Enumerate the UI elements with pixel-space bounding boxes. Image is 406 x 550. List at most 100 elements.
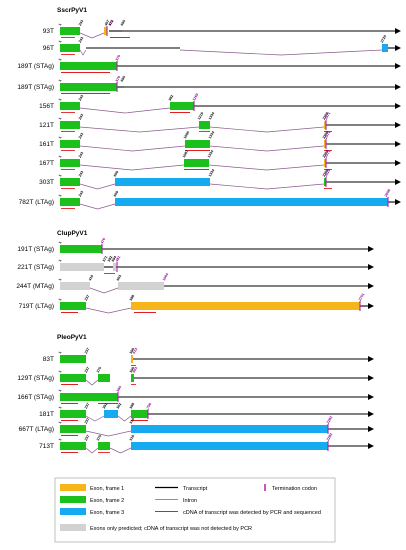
position-number: 243 bbox=[78, 132, 84, 139]
transcript-label: 129T (STAg) bbox=[17, 375, 54, 382]
transcript-label: 782T (LTAg) bbox=[19, 199, 54, 206]
position-number: 1 bbox=[58, 194, 62, 198]
exon-g bbox=[60, 121, 80, 129]
position-number: 1 bbox=[58, 98, 62, 102]
position-number: 2751 bbox=[358, 293, 365, 302]
position-number: 237 bbox=[84, 294, 90, 301]
position-number: 2309 bbox=[322, 131, 329, 140]
exon-b bbox=[104, 410, 118, 418]
transcript-label: 121T bbox=[39, 122, 54, 129]
position-number: 481 bbox=[115, 255, 121, 262]
exon-g bbox=[60, 410, 86, 418]
position-number: 415 bbox=[108, 19, 114, 26]
position-number: 2624 bbox=[324, 169, 331, 178]
exon-pr bbox=[118, 282, 164, 290]
position-number: 595 bbox=[116, 385, 122, 392]
position-number: 2658 bbox=[384, 189, 391, 198]
transcript-label: 189T (STAg) bbox=[17, 84, 54, 91]
position-number: 510 bbox=[129, 434, 135, 441]
intron bbox=[85, 447, 99, 454]
intron bbox=[79, 126, 200, 133]
position-number: 375 bbox=[96, 434, 102, 441]
intron bbox=[179, 49, 383, 56]
transcript-label: 667T (LTAg) bbox=[19, 426, 54, 433]
position-number: 590 bbox=[129, 347, 135, 354]
position-number: 2571 bbox=[324, 112, 331, 121]
position-number: 243 bbox=[78, 151, 84, 158]
exon-o bbox=[324, 121, 326, 129]
intron bbox=[85, 379, 99, 386]
transcript-label: 719T (LTAg) bbox=[19, 303, 54, 310]
intron bbox=[79, 164, 185, 171]
legend-swatch-predicted bbox=[60, 524, 86, 531]
position-number: 510 bbox=[129, 417, 135, 424]
position-number: 1169 bbox=[192, 93, 199, 102]
position-number: 1 bbox=[58, 351, 62, 355]
transcript-row: 96T 1 243 2720 bbox=[43, 35, 401, 56]
exon-g bbox=[60, 245, 102, 253]
exon-b bbox=[115, 178, 210, 186]
intron bbox=[209, 145, 325, 152]
exon-g bbox=[184, 159, 209, 167]
position-number: 237 bbox=[84, 402, 90, 409]
transcript-row: 166T (STAg) 1 595 bbox=[17, 385, 374, 404]
exon-g bbox=[98, 374, 110, 382]
position-number: 609 bbox=[113, 170, 119, 177]
position-number: 1 bbox=[58, 23, 62, 27]
exon-g bbox=[60, 302, 86, 310]
position-number: 756 bbox=[146, 402, 152, 409]
position-number: 1 bbox=[58, 40, 62, 44]
position-number: 1 bbox=[58, 136, 62, 140]
position-number: 1 bbox=[58, 79, 62, 83]
exon-pr bbox=[113, 263, 116, 271]
position-number: 237 bbox=[84, 434, 90, 441]
position-number: 1 bbox=[58, 174, 62, 178]
transcript-row: 667T (LTAg) 1 237 510 2283 bbox=[19, 416, 374, 437]
position-number: 1004 bbox=[162, 273, 169, 282]
position-number: 695 bbox=[120, 19, 126, 26]
position-number: 375 bbox=[96, 366, 102, 373]
transcript-label: 93T bbox=[43, 28, 54, 35]
position-number: 1 bbox=[58, 241, 62, 245]
transcript-label: 189T (STAg) bbox=[17, 63, 54, 70]
transcript-row: 719T (LTAg) 1 237 588 2751 bbox=[19, 293, 374, 314]
position-number: 582 bbox=[107, 255, 113, 262]
position-number: 571 bbox=[108, 19, 114, 26]
section-title: SscrPyV1 bbox=[57, 7, 87, 14]
position-number: 1 bbox=[58, 438, 62, 442]
legend-swatch-frame3 bbox=[60, 508, 86, 515]
position-number: 1334 bbox=[207, 150, 214, 159]
section-title: ClupPyV1 bbox=[57, 230, 88, 237]
transcript-label: 221T (STAg) bbox=[17, 264, 54, 271]
exon-g bbox=[199, 121, 210, 129]
position-number: 2720 bbox=[380, 35, 387, 44]
position-number: 237 bbox=[84, 417, 90, 424]
position-number: 2309 bbox=[322, 112, 329, 121]
transcript-row: 156T 1 243 982 1169 bbox=[39, 93, 401, 114]
transcript-label: 713T bbox=[39, 443, 54, 450]
intron bbox=[85, 415, 105, 422]
exon-g bbox=[60, 425, 86, 433]
intron bbox=[79, 145, 186, 152]
transcript-row: 782T (LTAg) 1 243 609 2658 bbox=[19, 189, 401, 210]
transcript-label: 161T bbox=[39, 141, 54, 148]
intron bbox=[117, 415, 132, 422]
exon-g bbox=[60, 102, 80, 110]
exon-g bbox=[60, 27, 80, 35]
intron bbox=[209, 126, 325, 133]
exon-g bbox=[131, 374, 134, 382]
legend-label-intron: Intron bbox=[183, 498, 197, 504]
position-number: 2571 bbox=[324, 131, 331, 140]
position-number: 982 bbox=[168, 94, 174, 101]
exon-g bbox=[131, 410, 148, 418]
position-number: 2283 bbox=[326, 416, 333, 425]
legend: Exon, frame 1 Exon, frame 2 Exon, frame … bbox=[54, 477, 336, 543]
transcript-label: 96T bbox=[43, 45, 54, 52]
position-number: 2283 bbox=[326, 433, 333, 442]
